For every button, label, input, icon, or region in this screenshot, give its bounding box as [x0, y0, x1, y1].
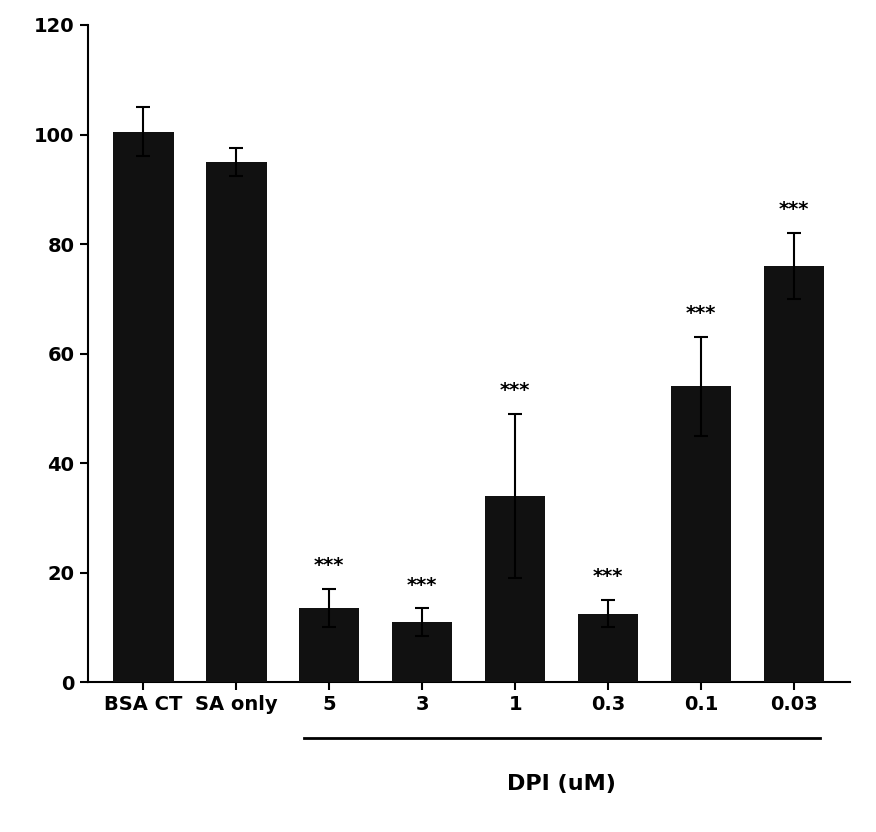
Text: ***: ***: [593, 567, 623, 587]
Bar: [764, 266, 824, 682]
Text: ***: ***: [314, 557, 344, 576]
Text: DPI (uM): DPI (uM): [507, 775, 616, 795]
Bar: [113, 131, 173, 682]
Text: ***: ***: [779, 201, 809, 220]
Bar: [392, 622, 452, 682]
Bar: [485, 496, 546, 682]
Bar: [578, 614, 639, 682]
Bar: [206, 162, 266, 682]
Text: ***: ***: [686, 305, 717, 324]
Bar: [671, 386, 731, 682]
Bar: [299, 608, 359, 682]
Text: ***: ***: [500, 381, 530, 400]
Text: ***: ***: [407, 576, 437, 595]
